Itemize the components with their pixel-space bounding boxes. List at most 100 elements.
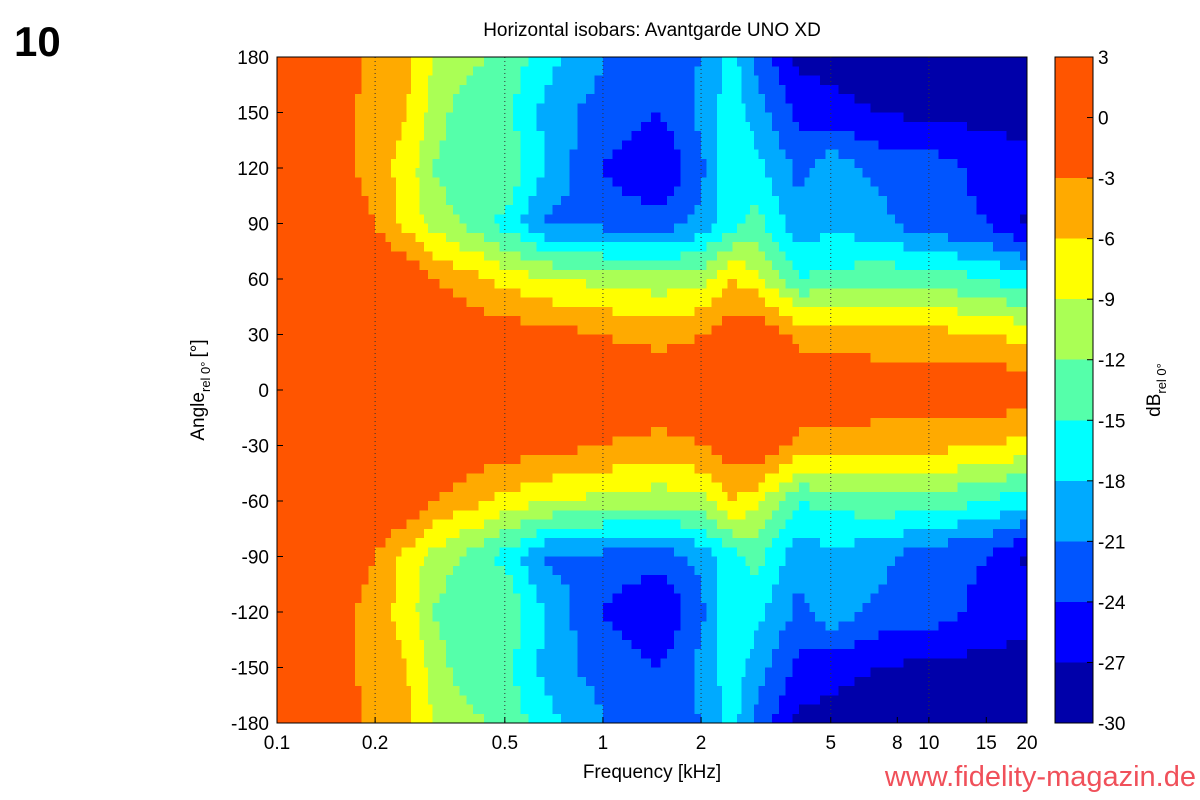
heatmap-cell (711, 84, 718, 95)
heatmap-cell (895, 353, 905, 363)
heatmap-cell (772, 158, 780, 169)
heatmap-cell (428, 242, 434, 252)
heatmap-cell (804, 306, 811, 317)
heatmap-cell (957, 205, 968, 215)
heatmap-cell (706, 232, 713, 243)
heatmap-cell (380, 168, 387, 178)
heatmap-cell (612, 482, 623, 493)
heatmap-cell (423, 334, 429, 345)
heatmap-cell (1006, 408, 1015, 419)
heatmap-cell (494, 408, 501, 419)
heatmap-cell (680, 445, 689, 456)
heatmap-cell (820, 232, 827, 243)
heatmap-cell (528, 316, 538, 326)
heatmap-cell (792, 75, 800, 86)
heatmap-cell (631, 84, 642, 95)
heatmap-cell (641, 399, 652, 410)
heatmap-cell (577, 177, 587, 188)
heatmap-cell (536, 205, 546, 215)
heatmap-cell (415, 131, 421, 141)
heatmap-cell (667, 269, 675, 280)
heatmap-cell (928, 75, 940, 86)
heatmap-cell (411, 75, 416, 86)
heatmap-cell (650, 66, 661, 77)
heatmap-cell (809, 334, 816, 345)
heatmap-cell (999, 223, 1008, 234)
heatmap-cell (727, 491, 734, 502)
heatmap-cell (785, 362, 793, 373)
heatmap-cell (754, 279, 760, 289)
heatmap-cell (390, 168, 397, 178)
heatmap-cell (375, 103, 381, 114)
heatmap-cell (650, 94, 661, 104)
heatmap-cell (732, 186, 738, 197)
heatmap-cell (967, 214, 978, 225)
heatmap-cell (341, 103, 349, 114)
heatmap-cell (512, 491, 522, 502)
heatmap-cell (701, 232, 707, 243)
heatmap-cell (799, 131, 806, 141)
heatmap-cell (999, 427, 1008, 437)
heatmap-cell (459, 436, 468, 447)
heatmap-cell (315, 251, 326, 262)
heatmap-cell (920, 325, 930, 336)
heatmap-cell (341, 473, 349, 484)
heatmap-cell (569, 214, 579, 225)
heatmap-cell (473, 408, 480, 419)
heatmap-cell (749, 177, 755, 188)
heatmap-cell (446, 417, 454, 428)
heatmap-cell (432, 390, 440, 400)
heatmap-cell (552, 325, 562, 336)
heatmap-cell (552, 242, 562, 252)
heatmap-cell (722, 399, 728, 410)
heatmap-cell (536, 251, 546, 262)
heatmap-cell (411, 436, 416, 447)
heatmap-cell (411, 353, 416, 363)
heatmap-cell (478, 186, 485, 197)
heatmap-cell (536, 408, 546, 419)
heatmap-cell (778, 121, 787, 132)
heatmap-cell (504, 121, 514, 132)
heatmap-cell (354, 371, 363, 382)
heatmap-cell (432, 334, 440, 345)
heatmap-cell (903, 84, 913, 95)
heatmap-cell (385, 334, 392, 345)
heatmap-cell (820, 279, 827, 289)
heatmap-cell (838, 205, 848, 215)
heatmap-cell (446, 353, 454, 363)
heatmap-cell (406, 445, 412, 456)
heatmap-cell (785, 186, 793, 197)
heatmap-cell (920, 112, 930, 123)
heatmap-cell (520, 66, 530, 77)
heatmap-cell (466, 288, 474, 299)
heatmap-cell (594, 66, 604, 77)
heatmap-cell (466, 75, 474, 86)
heatmap-cell (749, 445, 755, 456)
heatmap-cell (286, 482, 297, 493)
heatmap-cell (341, 121, 349, 132)
heatmap-cell (727, 177, 734, 188)
heatmap-cell (976, 232, 987, 243)
heatmap-cell (870, 103, 879, 114)
heatmap-cell (667, 427, 675, 437)
heatmap-cell (673, 57, 682, 67)
heatmap-cell (732, 214, 738, 225)
heatmap-cell (765, 57, 773, 67)
heatmap-cell (999, 177, 1008, 188)
heatmap-cell (660, 158, 668, 169)
heatmap-cell (544, 343, 554, 354)
heatmap-cell (489, 149, 495, 160)
heatmap-cell (577, 325, 587, 336)
heatmap-cell (838, 214, 848, 225)
heatmap-cell (577, 316, 587, 326)
heatmap-cell (706, 297, 713, 308)
heatmap-cell (1020, 390, 1028, 400)
heatmap-cell (660, 325, 668, 336)
heatmap-cell (660, 149, 668, 160)
heatmap-cell (347, 316, 356, 326)
heatmap-cell (814, 288, 821, 299)
heatmap-cell (334, 103, 342, 114)
heatmap-cell (706, 168, 713, 178)
heatmap-cell (446, 121, 454, 132)
heatmap-cell (406, 482, 412, 493)
